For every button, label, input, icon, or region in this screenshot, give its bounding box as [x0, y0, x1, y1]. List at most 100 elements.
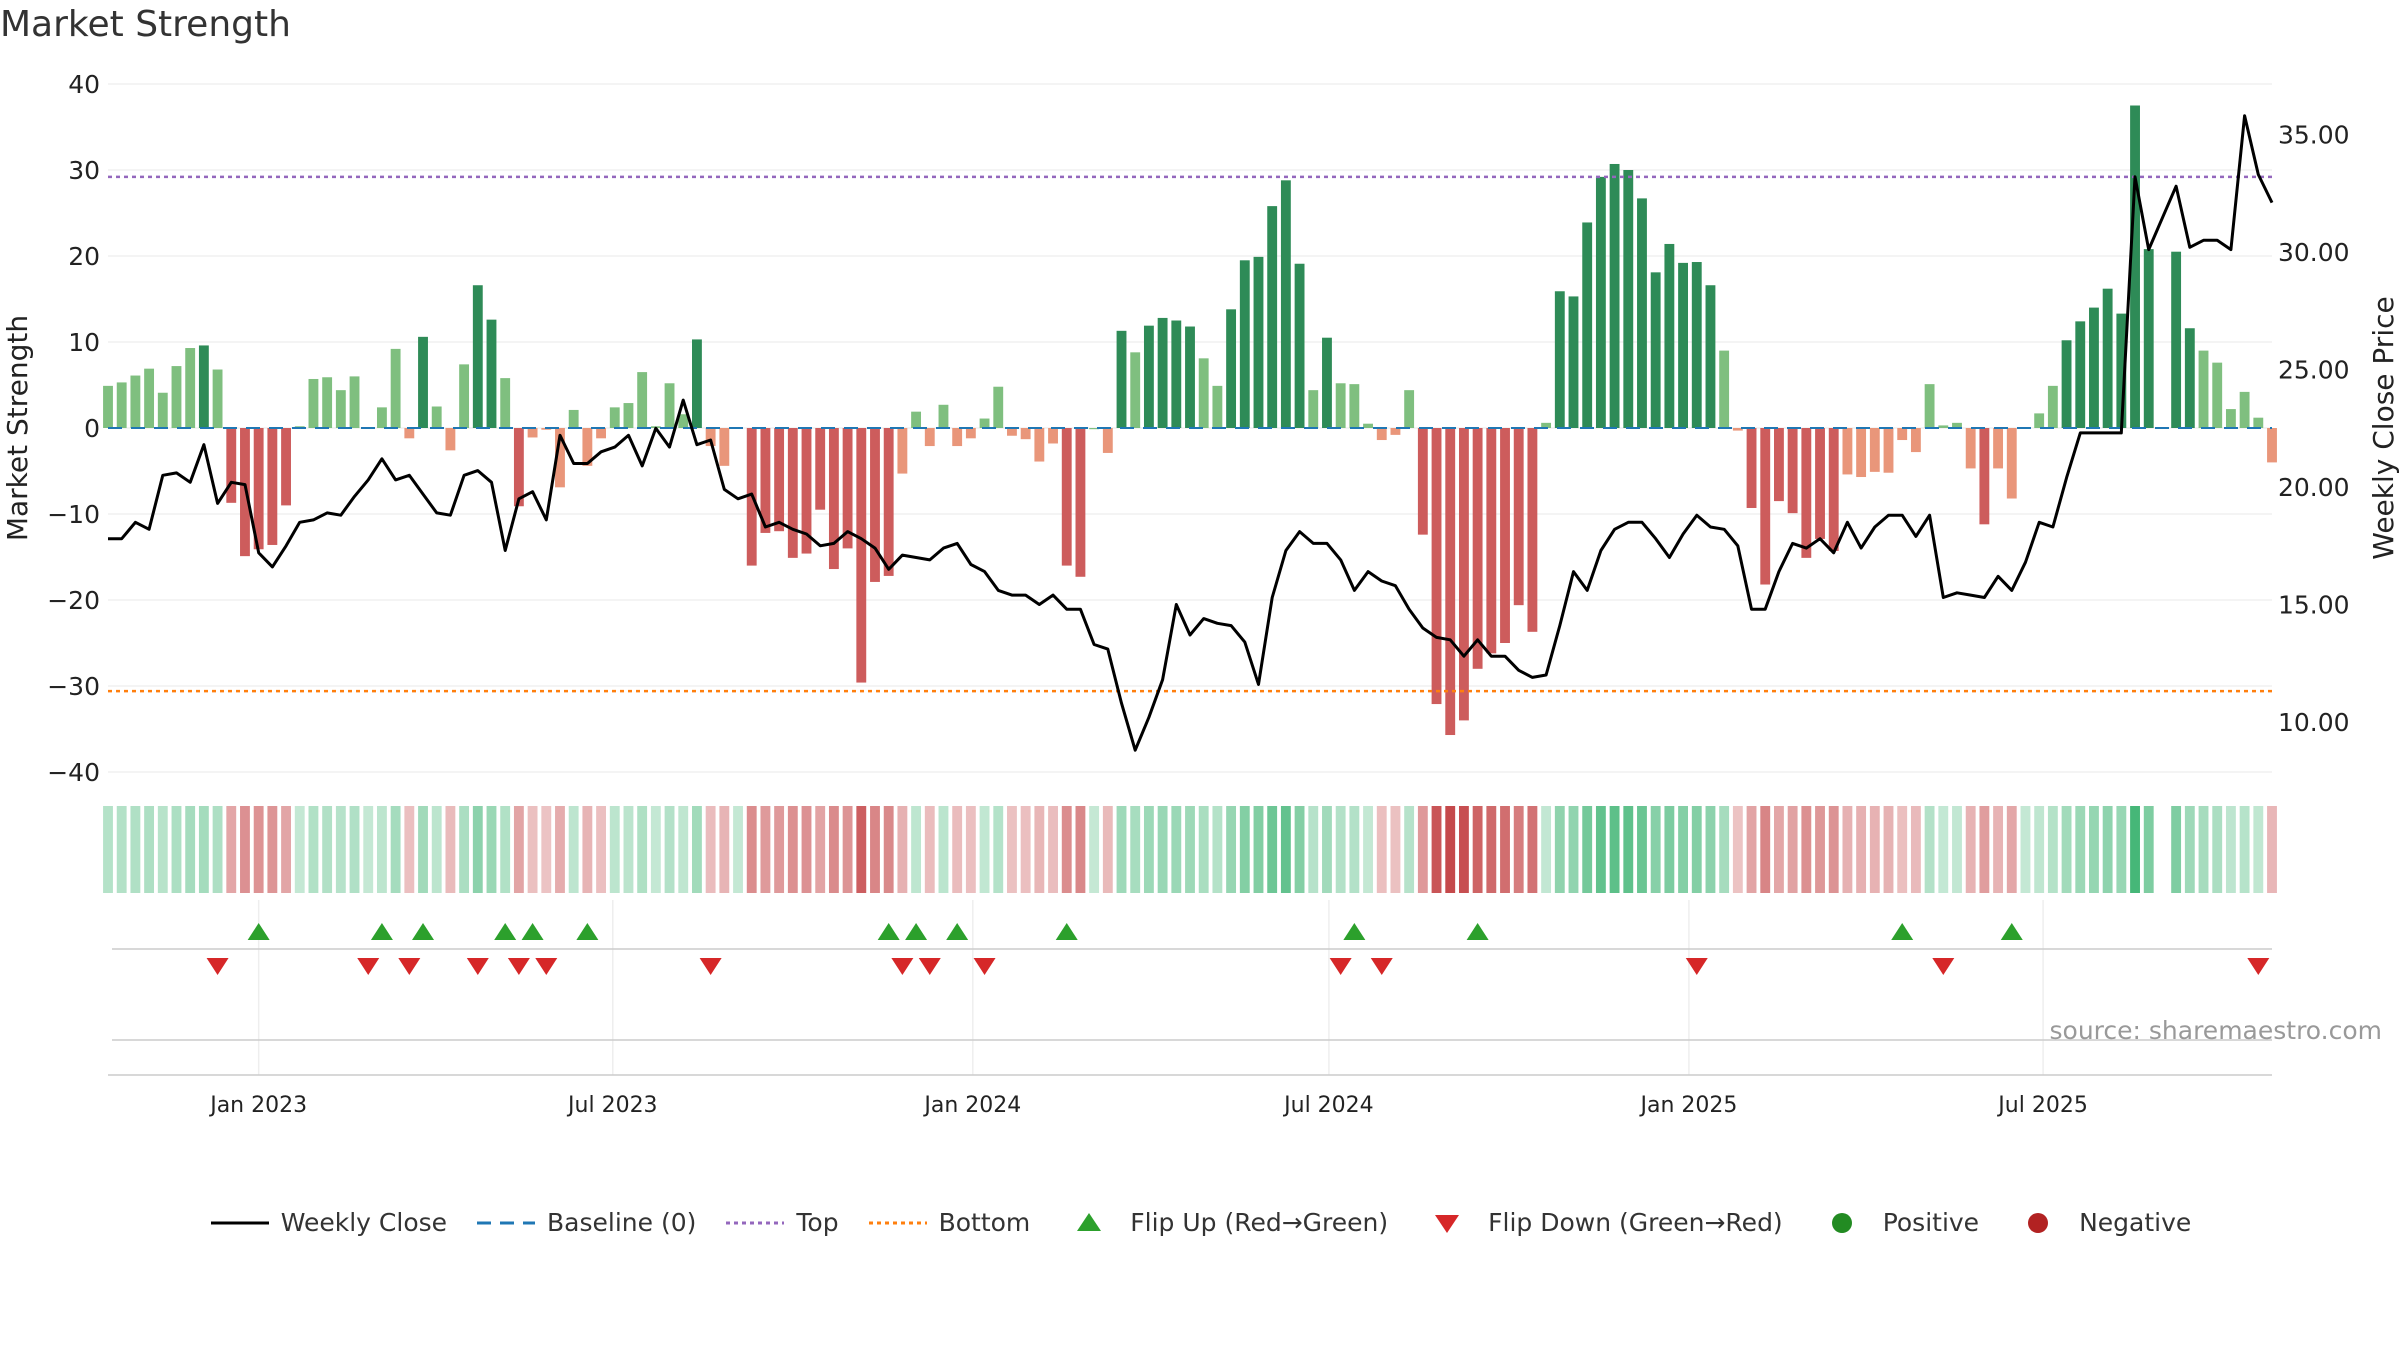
heat-strip-cell: [1458, 806, 1469, 893]
heat-strip-cell: [1787, 806, 1798, 893]
flip-up-marker: [576, 923, 599, 940]
strength-bar: [2116, 313, 2127, 428]
heat-strip-cell: [1801, 806, 1812, 893]
strength-bar: [828, 428, 839, 570]
strength-bar: [185, 348, 196, 428]
strength-bar: [1527, 428, 1538, 632]
strength-bar: [1869, 428, 1880, 472]
right-y-tick-label: 35.00: [2278, 121, 2350, 150]
flip-down-marker: [918, 958, 941, 975]
right-y-axis-title: Weekly Close Price: [2367, 296, 2400, 559]
strength-bar: [1650, 272, 1661, 428]
negative-dot-icon: [2028, 1212, 2049, 1233]
strength-bar: [322, 377, 333, 428]
heat-strip-cell: [2143, 806, 2154, 893]
heat-strip-cell: [1568, 806, 1579, 893]
heat-strip-cell: [2184, 806, 2195, 893]
heat-strip-cell: [1897, 806, 1908, 893]
strength-bar: [1705, 285, 1716, 428]
heat-strip-cell: [1869, 806, 1880, 893]
left-y-axis-title: Market Strength: [1, 315, 34, 541]
strength-bar: [431, 406, 442, 428]
strength-bar: [1637, 198, 1647, 428]
strength-bar: [308, 378, 319, 428]
left-y-tick-label: 40: [68, 70, 100, 99]
heat-strip-cell: [1157, 806, 1168, 893]
strength-bar: [1294, 263, 1305, 428]
legend-label-flip-up: Flip Up (Red→Green): [1130, 1208, 1389, 1237]
heat-strip-cell: [719, 806, 730, 893]
heat-strip-cell: [733, 806, 743, 893]
strength-bar: [1760, 428, 1771, 585]
legend-item-negative: Negative: [2007, 1208, 2191, 1237]
strength-bar: [2143, 249, 2154, 428]
flip-down-marker: [2247, 958, 2270, 975]
strength-bar: [486, 319, 497, 428]
heat-strip-cell: [185, 806, 196, 893]
heat-strip-cell: [459, 806, 470, 893]
strength-bar: [1828, 428, 1839, 551]
heat-strip-cell: [1075, 806, 1086, 893]
legend-item-flip-up: Flip Up (Red→Green): [1058, 1208, 1388, 1237]
heat-strip-cell: [1226, 806, 1237, 893]
strength-bar: [1390, 428, 1401, 435]
strength-bar: [952, 428, 963, 447]
strength-bar: [1623, 170, 1634, 428]
heat-strip-cell: [2006, 806, 2017, 893]
grid-lines: [108, 83, 2272, 1075]
heat-strip-cell: [1910, 806, 1921, 893]
strength-bar: [1048, 428, 1058, 444]
heat-strip-cell: [555, 806, 565, 893]
heat-strip-cell: [322, 806, 333, 893]
heat-strip-cell: [664, 806, 675, 893]
x-tick-label: Jan 2024: [922, 1093, 1021, 1118]
strength-bar: [1541, 422, 1552, 428]
strength-bar: [513, 428, 524, 507]
strength-bar: [1157, 317, 1168, 428]
strength-bar: [1952, 422, 1962, 428]
heat-strip-cell: [1527, 806, 1538, 893]
strength-bar: [226, 428, 237, 503]
strength-bar: [1897, 428, 1908, 441]
heat-strip-cell: [157, 806, 168, 893]
heat-strip-cell: [2116, 806, 2127, 893]
strength-bar: [924, 428, 935, 447]
strength-bar: [1472, 428, 1483, 669]
strength-heat-strip: [103, 806, 2277, 893]
heat-strip-cell: [1541, 806, 1552, 893]
heat-strip-cell: [1390, 806, 1401, 893]
strength-bar: [678, 414, 689, 428]
strength-bar: [1815, 428, 1825, 539]
strength-bar: [596, 428, 606, 439]
heat-strip-cell: [240, 806, 250, 893]
x-tick-label: Jul 2024: [1282, 1093, 1374, 1118]
heat-strip-cell: [1732, 806, 1743, 893]
strength-bar: [1143, 325, 1154, 428]
strength-bar: [281, 428, 291, 506]
strength-bar: [1212, 385, 1223, 428]
heat-strip-cell: [1349, 806, 1360, 893]
heat-strip-cell: [1048, 806, 1058, 893]
strength-bar: [267, 428, 278, 545]
strength-bar: [335, 390, 346, 428]
heat-strip-cell: [1746, 806, 1757, 893]
strength-bar: [1979, 428, 1990, 525]
heat-strip-cell: [1239, 806, 1250, 893]
heat-strip-cell: [1267, 806, 1278, 893]
flip-up-marker: [247, 923, 270, 940]
strength-bar: [253, 428, 264, 550]
flip-down-marker: [357, 958, 380, 975]
flip-down-marker: [1932, 958, 1955, 975]
heat-strip-cell: [1760, 806, 1771, 893]
strength-bar: [1993, 428, 2004, 469]
strength-bar: [116, 382, 127, 428]
heat-strip-cell: [1595, 806, 1606, 893]
strength-bar: [1431, 428, 1442, 705]
strength-bar: [801, 428, 812, 554]
heat-strip-cell: [2225, 806, 2236, 893]
strength-bar: [2130, 105, 2140, 428]
legend-label-top: Top: [796, 1208, 839, 1237]
flip-down-marker: [973, 958, 996, 975]
heat-strip-cell: [513, 806, 524, 893]
x-tick-label: Jan 2025: [1638, 1093, 1737, 1118]
